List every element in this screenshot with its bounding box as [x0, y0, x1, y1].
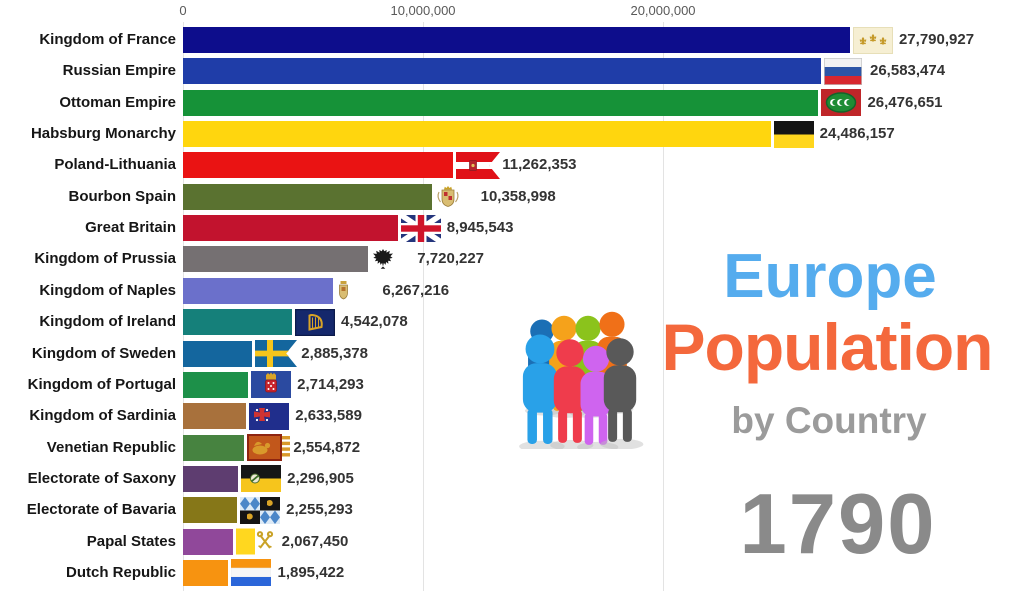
value-label: 24,486,157 — [819, 125, 895, 143]
value-label: 6,267,216 — [382, 281, 450, 299]
value-label: 2,633,589 — [295, 407, 362, 425]
country-label: Dutch Republic — [65, 563, 176, 581]
country-label: Kingdom of Sweden — [31, 344, 176, 362]
country-label: Venetian Republic — [46, 438, 176, 456]
population-bar — [183, 434, 245, 461]
gridline — [663, 22, 664, 591]
population-bar — [183, 27, 850, 53]
country-label: Electorate of Bavaria — [26, 501, 176, 519]
value-label: 26,476,651 — [867, 93, 943, 111]
population-bar — [183, 403, 247, 430]
country-label: Kingdom of Naples — [39, 281, 176, 299]
gridline — [423, 22, 424, 591]
russia-tricolor-icon — [824, 57, 862, 85]
x-axis-tick: 0 — [179, 3, 187, 18]
value-label: 8,945,543 — [446, 219, 514, 237]
prussia-eagle-icon — [371, 246, 395, 273]
x-axis-tick: 20,000,000 — [630, 3, 696, 18]
title-line-by-country: by Country — [731, 400, 927, 441]
population-bar — [183, 89, 819, 116]
population-bar — [183, 277, 334, 304]
country-label: Great Britain — [85, 219, 176, 237]
country-label: Kingdom of Prussia — [34, 250, 176, 268]
population-bar — [183, 528, 233, 555]
people-group-icon — [519, 311, 644, 449]
france-royal-icon — [852, 26, 893, 54]
ottoman-crescents-icon — [821, 89, 862, 117]
country-label: Electorate of Saxony — [27, 469, 176, 487]
country-label: Habsburg Monarchy — [30, 125, 176, 143]
population-bar — [183, 152, 454, 179]
population-bar — [183, 497, 238, 524]
population-bar — [183, 246, 369, 273]
country-label: Papal States — [86, 532, 176, 550]
sardinia-cross-icon — [249, 402, 290, 430]
portugal-crest-icon — [251, 371, 292, 399]
country-label: Kingdom of France — [39, 31, 176, 48]
value-label: 2,714,293 — [297, 375, 364, 393]
country-label: Ottoman Empire — [59, 93, 176, 111]
year-label: 1790 — [739, 477, 937, 572]
value-label: 11,262,353 — [502, 156, 577, 174]
population-bar — [183, 309, 292, 336]
value-label: 2,554,872 — [293, 438, 361, 456]
country-label: Poland-Lithuania — [54, 156, 176, 174]
title-line-population: Population — [661, 310, 994, 384]
value-label: 4,542,078 — [341, 313, 408, 331]
value-label: 2,255,293 — [286, 501, 353, 519]
population-bar — [183, 121, 771, 148]
population-bar — [183, 183, 432, 210]
value-label: 2,885,378 — [301, 344, 368, 362]
population-bar — [183, 340, 253, 367]
value-label: 2,067,450 — [281, 532, 349, 550]
title-line-europe: Europe — [723, 242, 937, 311]
venice-lion-icon — [247, 434, 291, 462]
country-label: Russian Empire — [62, 62, 176, 80]
value-label: 27,790,927 — [898, 31, 975, 48]
habsburg-black-gold-icon — [773, 120, 814, 148]
x-axis-tick: 10,000,000 — [390, 3, 456, 18]
country-label: Kingdom of Ireland — [39, 313, 176, 331]
dutch-tricolor-icon — [231, 559, 272, 587]
poland-lithuania-banner-icon — [456, 151, 501, 179]
population-bar — [183, 371, 249, 398]
country-label: Bourbon Spain — [68, 187, 177, 205]
sweden-cross-icon — [255, 340, 298, 367]
spain-crest-icon — [435, 183, 461, 210]
papal-keys-icon — [235, 528, 274, 555]
value-label: 10,358,998 — [480, 187, 556, 205]
population-bar — [183, 559, 229, 586]
union-jack-icon — [399, 212, 443, 244]
bavaria-lozenges-icon — [240, 496, 281, 524]
value-label: 26,583,474 — [870, 62, 946, 80]
saxony-black-gold-icon — [241, 465, 282, 493]
ireland-harp-icon — [295, 308, 335, 336]
population-bar — [183, 465, 239, 492]
value-label: 1,895,422 — [277, 563, 345, 581]
value-label: 7,720,227 — [417, 250, 485, 268]
population-bar — [183, 58, 821, 85]
country-label: Kingdom of Sardinia — [29, 407, 176, 425]
country-label: Kingdom of Portugal — [27, 375, 176, 393]
naples-crest-icon — [336, 277, 351, 304]
value-label: 2,296,905 — [287, 469, 354, 487]
population-bar — [183, 215, 398, 242]
gridline — [183, 22, 184, 591]
